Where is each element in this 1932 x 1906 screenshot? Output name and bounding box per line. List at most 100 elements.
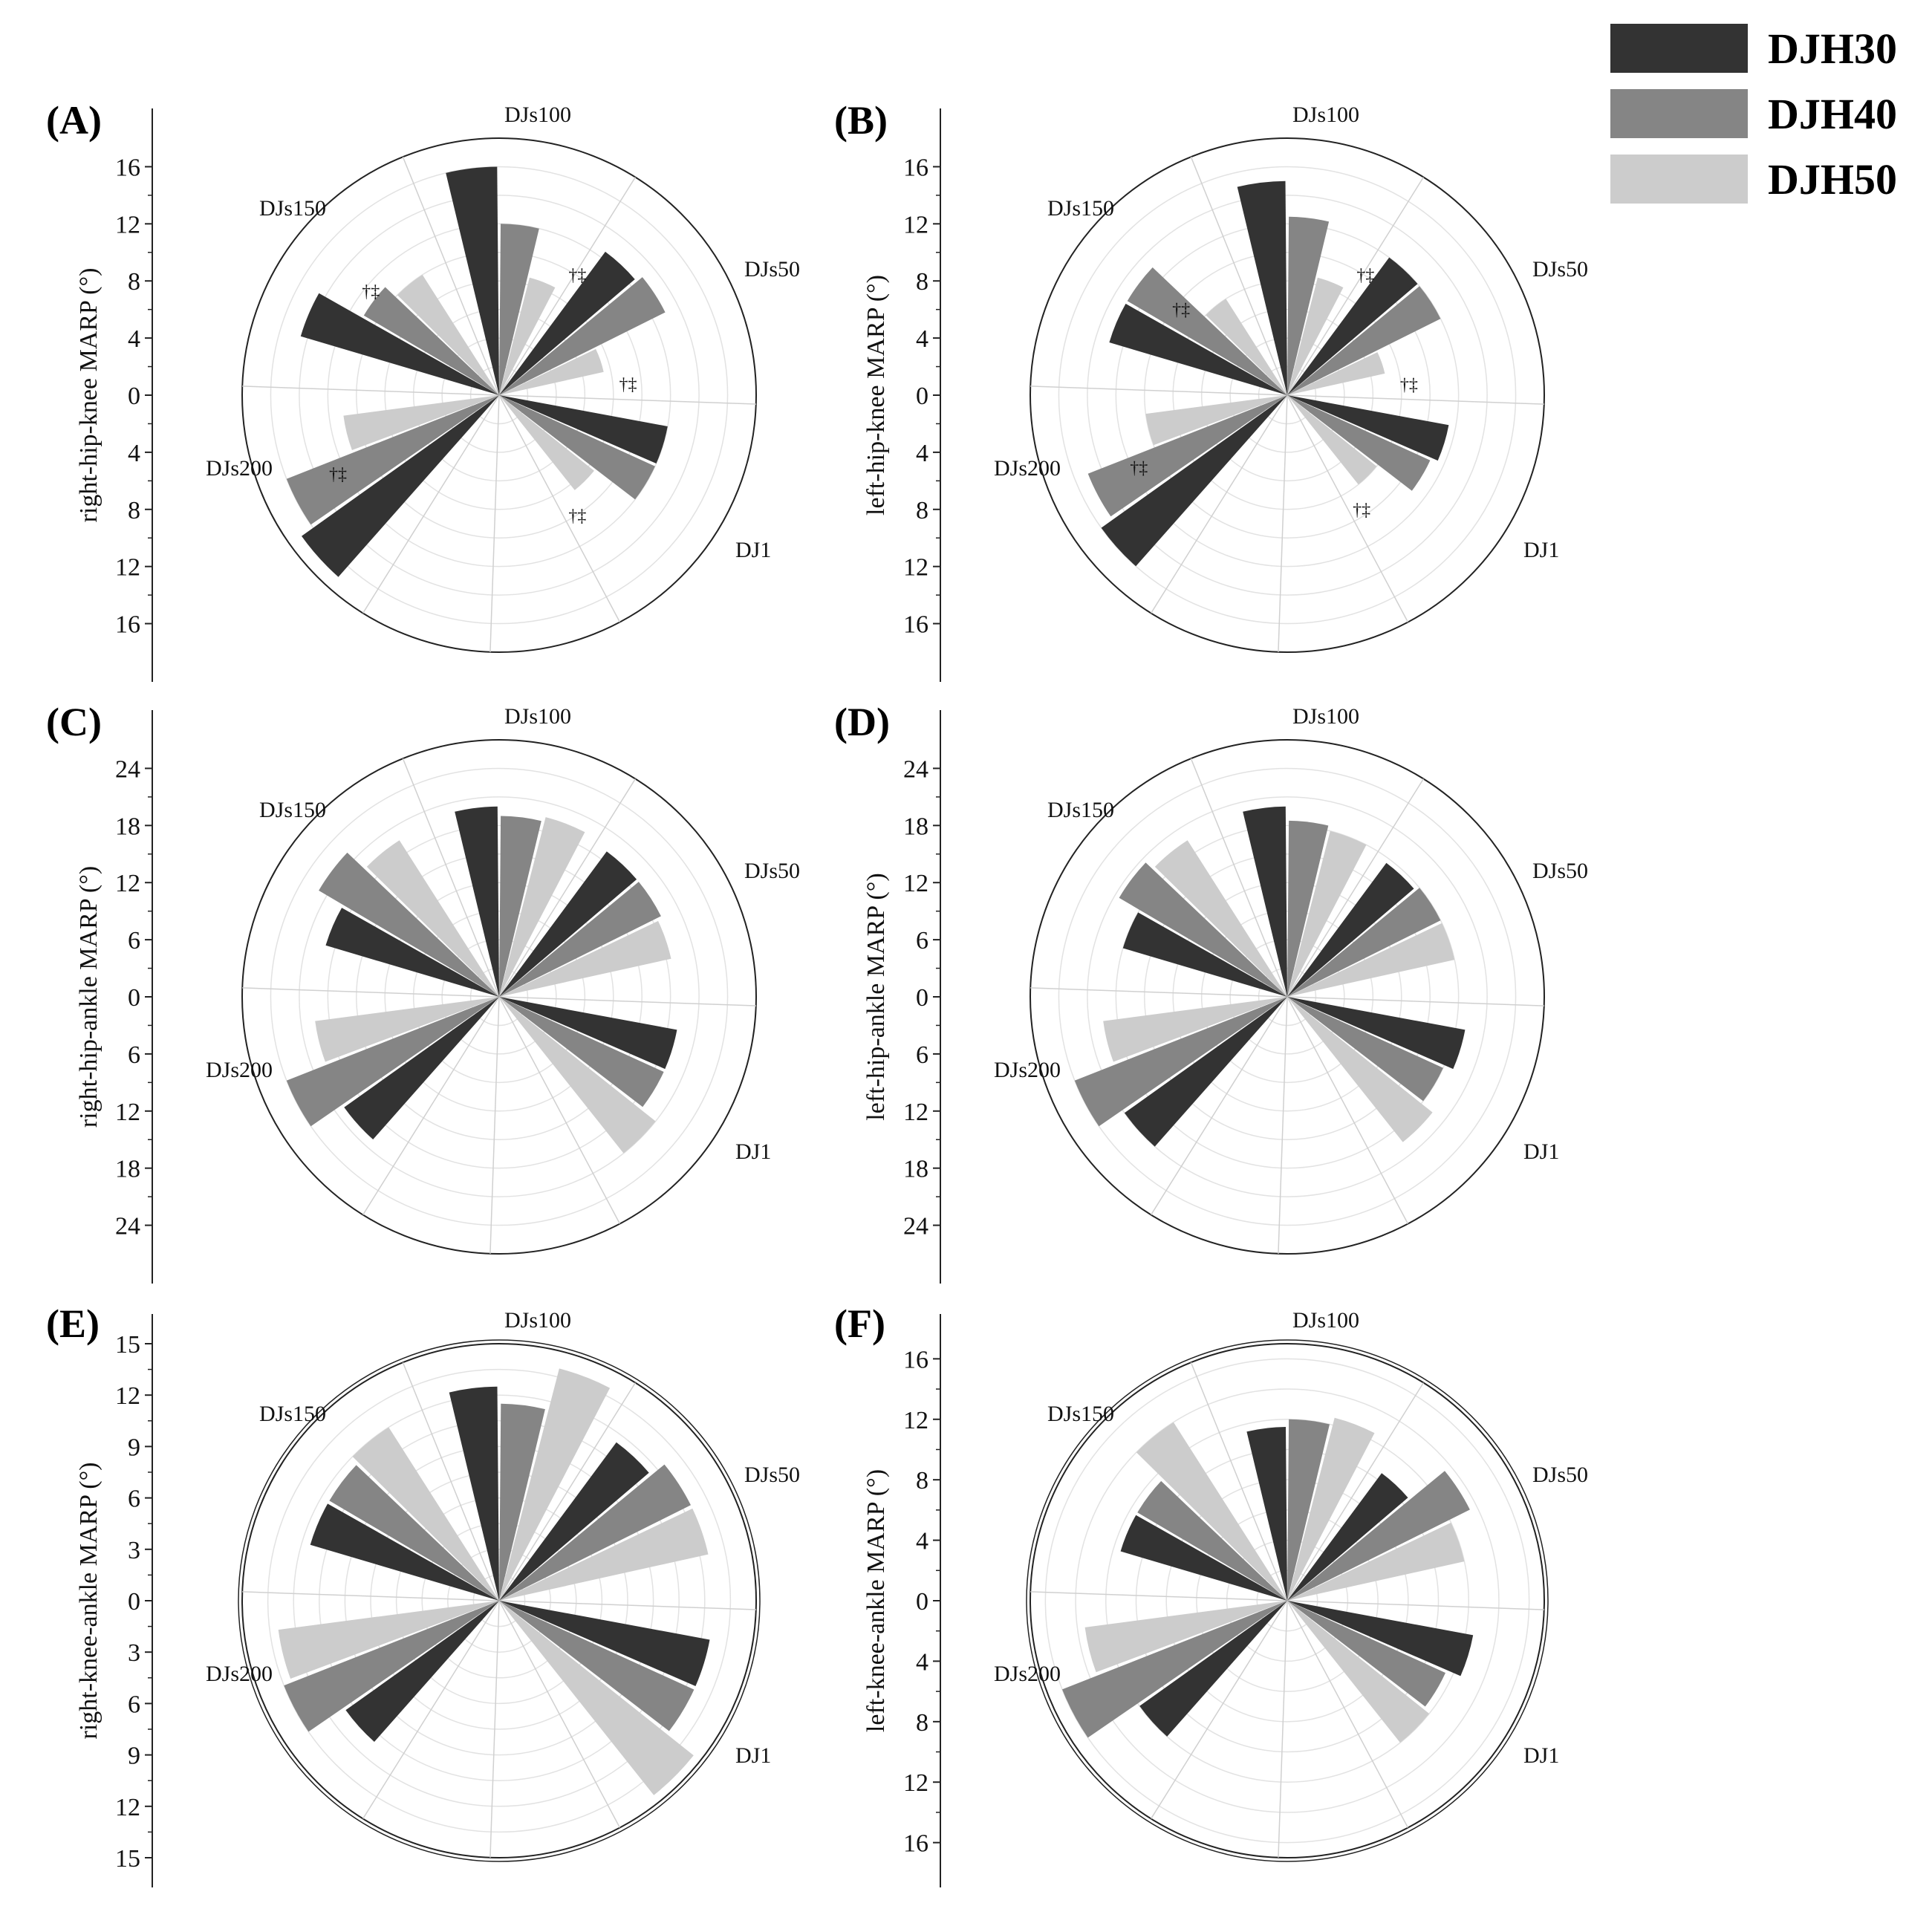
y-tick-label: 24 [115,1213,140,1240]
category-label-djs150: DJs150 [1047,798,1114,822]
grid-ring [1229,939,1345,1055]
bar-djh50-djs150 [1206,299,1287,395]
grid-ring [1196,1509,1379,1692]
grid-ring [1115,824,1460,1169]
bar-djh40-djs50 [499,1464,691,1601]
bar-djh30-djs200 [1101,395,1287,567]
grid-ring [299,195,700,596]
grid-spoke [1030,386,1288,396]
y-tick-label: 8 [128,497,140,524]
significance-mark: †‡ [1172,300,1190,319]
bar-djh40-djs100 [499,816,541,997]
grid-ring [270,166,729,625]
grid-ring [1172,882,1402,1112]
bar-djh30-djs50 [1287,862,1414,997]
panel-label: (A) [46,98,102,143]
y-tick-label: 12 [115,554,140,582]
bar-djh30-djs100 [1237,180,1287,395]
category-label-djs100: DJs100 [504,103,571,127]
legend-label-djh40: DJH40 [1768,90,1897,138]
bar-djh30-djs100 [449,1386,499,1601]
y-tick-label: 8 [916,1467,928,1494]
y-axis-label: left-hip-ankle MARP (°) [862,873,890,1120]
y-tick-label: 6 [128,1691,140,1718]
y-tick-label: 8 [916,1709,928,1737]
bar-djh40-dj1 [1287,1601,1445,1707]
bar-djh50-djs100 [499,817,585,997]
y-tick-label: 3 [128,1537,140,1564]
grid-ring [1075,1388,1500,1813]
bar-djh50-djs100 [1287,277,1344,395]
grid-ring [469,967,529,1027]
bar-djh50-djs100 [499,277,556,395]
grid-ring [267,1368,732,1833]
y-tick-label: 0 [128,984,140,1012]
category-label-djs150: DJs150 [259,798,326,822]
y-tick-label: 12 [903,870,928,897]
bar-djh50-dj1 [499,1601,694,1795]
y-tick-label: 0 [128,383,140,410]
grid-ring [1256,1570,1318,1632]
bar-djh30-dj1 [499,997,677,1070]
y-tick-label: 12 [903,211,928,238]
category-label-djs200: DJs200 [994,1058,1061,1082]
y-tick-label: 6 [128,1486,140,1513]
bar-djh50-djs200 [1145,395,1287,446]
bar-djh40-djs150 [1127,267,1287,395]
category-label-djs150: DJs150 [259,196,326,221]
grid-ring [1135,1448,1440,1753]
legend-swatch-djh50 [1610,155,1748,204]
y-tick-label: 16 [903,1346,928,1373]
y-tick-label: 15 [115,1331,140,1359]
y-tick-label: 24 [115,755,140,783]
y-tick-label: 4 [916,440,928,467]
bar-djh50-djs50 [1287,352,1385,395]
bar-djh30-djs100 [455,806,499,997]
legend-label-djh30: DJH30 [1768,25,1897,73]
y-tick-label: 12 [115,870,140,897]
y-tick-label: 0 [916,984,928,1012]
y-tick-label: 4 [128,325,140,353]
bar-djh40-dj1 [1287,997,1443,1102]
grid-spoke [362,394,500,614]
grid-spoke [1287,996,1544,1006]
grid-spoke [402,758,500,998]
grid-spoke [1190,758,1288,998]
category-label-dj1: DJ1 [1523,538,1559,562]
y-tick-label: 12 [903,1769,928,1797]
grid-spoke [1287,996,1409,1224]
grid-spoke [498,1600,756,1610]
grid-spoke [1151,1600,1288,1819]
bar-djh30-djs100 [1243,806,1287,997]
bar-djh50-djs150 [1154,840,1287,997]
grid-spoke [1278,394,1288,652]
category-label-dj1: DJ1 [1523,1139,1559,1164]
bar-djh30-djs150 [310,1503,499,1601]
y-tick-label: 9 [128,1434,140,1461]
bar-djh40-djs200 [1062,1601,1287,1738]
grid-spoke [489,1600,500,1858]
bar-djh50-djs200 [278,1601,499,1679]
y-tick-label: 15 [115,1845,140,1873]
bar-djh50-djs150 [1136,1422,1287,1601]
bar-djh30-djs50 [499,851,637,997]
outer-ring [1030,739,1545,1255]
grid-spoke [1278,996,1288,1254]
grid-ring [327,223,671,567]
outer-ring-double [1026,1339,1549,1862]
category-label-djs100: DJs100 [1292,704,1359,729]
grid-ring [412,910,586,1084]
bar-djh40-djs150 [319,852,499,997]
legend-swatch-djh30 [1610,24,1748,73]
bar-djh40-djs200 [286,997,499,1127]
grid-ring [384,280,614,510]
outer-ring [1030,1343,1545,1858]
y-tick-label: 0 [916,1588,928,1616]
category-label-djs200: DJs200 [206,456,273,481]
grid-ring [1058,166,1517,625]
grid-spoke [489,394,500,652]
bar-djh40-djs200 [286,395,499,525]
grid-spoke [1287,394,1544,405]
grid-spoke [498,394,756,405]
y-tick-label: 6 [128,1041,140,1069]
